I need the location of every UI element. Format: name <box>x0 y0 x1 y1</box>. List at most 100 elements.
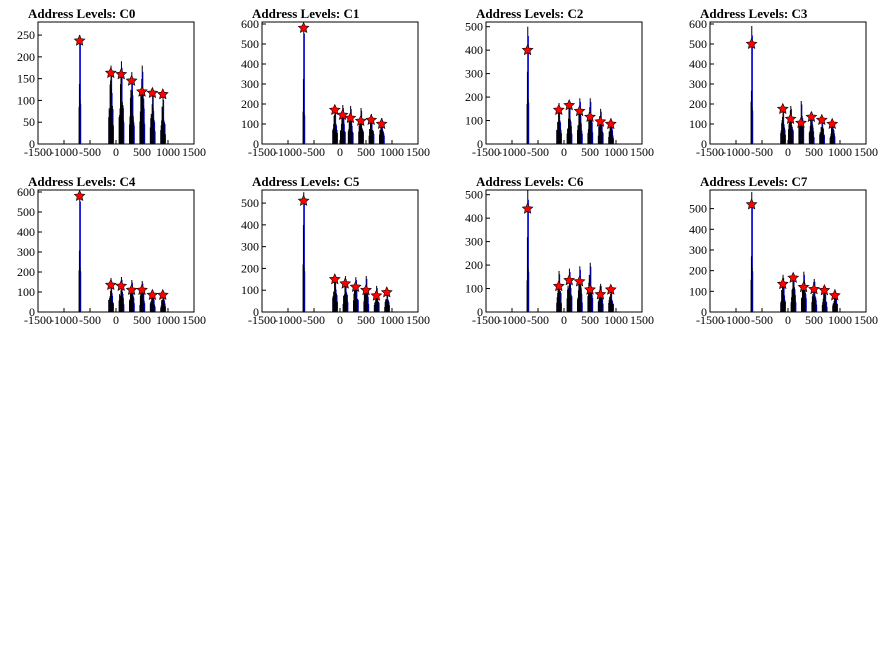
plot-frame <box>261 21 419 145</box>
peak-marker <box>563 274 576 286</box>
x-tick-label: 1000 <box>604 313 628 327</box>
x-tick-label: 1500 <box>182 145 206 159</box>
peak-marker <box>521 43 534 56</box>
peak-marker <box>365 113 378 126</box>
y-tick-label: 300 <box>689 243 707 257</box>
peak-marker <box>380 286 393 298</box>
peak-marker <box>136 85 148 97</box>
peak-marker <box>125 74 138 86</box>
peak-marker <box>808 283 820 295</box>
plot-frame <box>37 21 195 145</box>
peak-marker <box>115 279 128 292</box>
chart-panel-5: Address Levels: C50100200300400500-1500-… <box>241 174 430 327</box>
x-tick-label: 0 <box>337 145 343 159</box>
x-tick-label: -1000 <box>722 145 750 159</box>
y-tick-label: 0 <box>253 137 259 151</box>
chart-panel-1: Address Levels: C1 0 100 200 300 400 500 600 -15… <box>241 6 430 159</box>
chart-panel-7: Address Levels: C70100200300400500-1500-… <box>689 174 878 327</box>
y-tick-label: 400 <box>689 57 707 71</box>
x-tick-label: 500 <box>133 145 151 159</box>
x-tick-label: -500 <box>303 313 325 327</box>
plot-frame <box>37 189 195 313</box>
peak-marker <box>815 113 828 126</box>
x-tick-label: -500 <box>751 313 773 327</box>
peak-marker <box>604 117 617 130</box>
peak-marker <box>136 283 148 296</box>
peak-marker <box>156 88 169 100</box>
peak-marker <box>146 288 159 301</box>
x-tick-label: -1000 <box>274 313 302 327</box>
y-tick-label: 300 <box>17 245 35 259</box>
y-tick-label: 200 <box>241 261 259 275</box>
x-tick-label: -1500 <box>696 313 724 327</box>
peak-marker <box>354 114 367 127</box>
x-tick-label: -500 <box>527 145 549 159</box>
chart-panel-0: Address Levels: C0 0 50 100 150 200 250 -1500-1… <box>17 6 206 159</box>
peak-marker <box>552 103 565 116</box>
y-tick-label: 500 <box>465 20 483 34</box>
y-tick-label: 0 <box>253 305 259 319</box>
chart-title: Address Levels: C5 <box>252 174 360 189</box>
chart-panel-2: Address Levels: C20100200300400500-1500-… <box>465 6 654 159</box>
y-tick-label: 300 <box>465 67 483 81</box>
x-tick-label: -1500 <box>248 145 276 159</box>
y-tick-label: 0 <box>701 305 707 319</box>
x-tick-label: 0 <box>113 145 119 159</box>
y-tick-label: 400 <box>17 225 35 239</box>
x-tick-label: 1000 <box>380 145 404 159</box>
x-tick-label: 500 <box>581 313 599 327</box>
chart-panel-6: Address Levels: C60100200300400500-1500-… <box>465 174 654 327</box>
y-tick-label: 300 <box>465 235 483 249</box>
peak-marker <box>584 110 596 123</box>
peak-marker <box>339 277 352 289</box>
y-tick-label: 200 <box>465 258 483 272</box>
peak-marker <box>594 115 607 127</box>
plot-frame <box>709 21 867 145</box>
peak-marker <box>375 117 388 130</box>
x-tick-label: -500 <box>303 145 325 159</box>
x-tick-label: -500 <box>751 145 773 159</box>
peak-marker <box>745 37 758 50</box>
chart-title: Address Levels: C6 <box>476 174 584 189</box>
peak-marker <box>787 271 800 283</box>
peak-marker <box>584 283 596 295</box>
x-tick-label: 0 <box>113 313 119 327</box>
peak-marker <box>297 21 310 34</box>
y-tick-label: 600 <box>17 185 35 199</box>
x-tick-label: 1500 <box>854 145 878 159</box>
x-tick-label: 0 <box>785 313 791 327</box>
peak-marker <box>104 278 117 291</box>
peak-marker <box>573 104 586 117</box>
chart-title: Address Levels: C3 <box>700 6 808 21</box>
x-tick-label: 0 <box>785 145 791 159</box>
x-tick-label: -1500 <box>248 313 276 327</box>
y-tick-label: 400 <box>465 211 483 225</box>
chart-title: Address Levels: C7 <box>700 174 808 189</box>
peak-marker <box>370 289 383 301</box>
x-tick-label: -500 <box>79 313 101 327</box>
x-tick-label: 1000 <box>828 145 852 159</box>
x-tick-label: 1500 <box>630 145 654 159</box>
y-tick-label: 500 <box>689 202 707 216</box>
peak-marker <box>156 288 169 301</box>
x-tick-label: -1000 <box>50 145 78 159</box>
y-tick-label: 300 <box>241 77 259 91</box>
chart-panel-4: Address Levels: C4 0 100 200 300 400 500 600 -15… <box>17 174 206 327</box>
peak-marker <box>336 108 349 121</box>
x-tick-label: 0 <box>337 313 343 327</box>
y-tick-label: 0 <box>477 137 483 151</box>
peak-marker <box>604 283 617 295</box>
y-tick-label: 300 <box>241 240 259 254</box>
y-tick-label: 0 <box>29 137 35 151</box>
x-tick-label: 1000 <box>380 313 404 327</box>
y-tick-label: 300 <box>689 77 707 91</box>
y-tick-label: 200 <box>689 264 707 278</box>
y-tick-label: 0 <box>477 305 483 319</box>
peak-marker <box>344 111 357 124</box>
peak-marker <box>328 103 341 116</box>
y-tick-label: 200 <box>17 265 35 279</box>
x-tick-label: -500 <box>527 313 549 327</box>
x-tick-label: -1500 <box>472 145 500 159</box>
peak-marker <box>776 277 789 290</box>
